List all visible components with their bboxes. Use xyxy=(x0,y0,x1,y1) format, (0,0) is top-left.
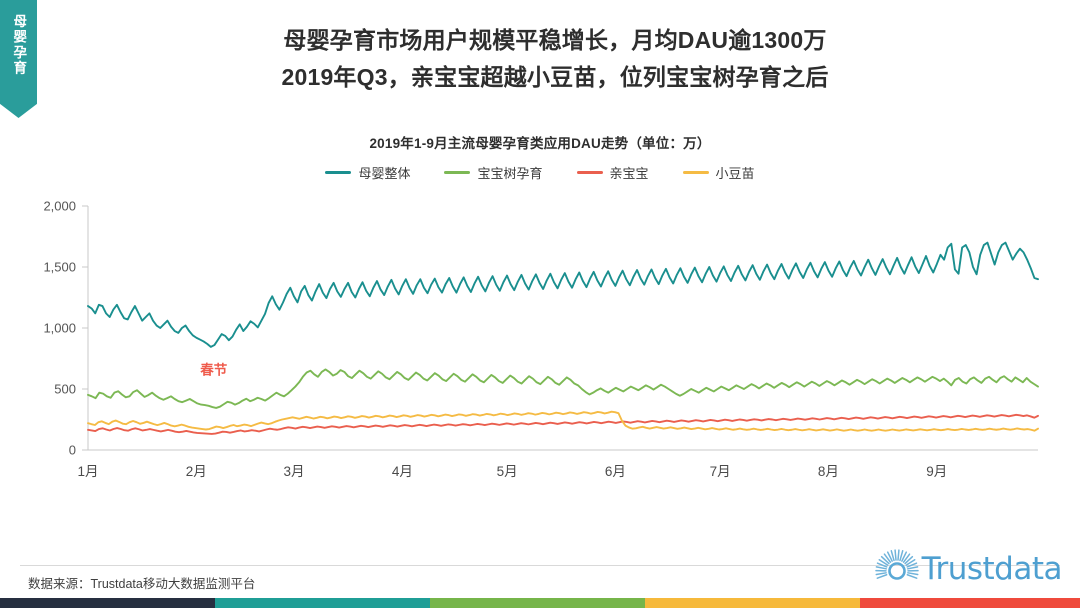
y-tick-label: 1,000 xyxy=(43,321,76,336)
sunburst-ray xyxy=(902,553,910,563)
series-line-3 xyxy=(87,410,1039,432)
series-line-1 xyxy=(87,368,1039,409)
series-line-0 xyxy=(87,241,1039,348)
sunburst-ray xyxy=(900,551,907,562)
sunburst-ray xyxy=(890,550,895,562)
sunburst-ray xyxy=(898,550,904,562)
legend-item-0[interactable]: 母婴整体 xyxy=(325,163,410,182)
legend-swatch-1 xyxy=(444,171,471,174)
sunburst-ray xyxy=(903,555,913,565)
x-tick-label: 6月 xyxy=(605,464,626,479)
sunburst-ray xyxy=(906,574,918,579)
sunburst-ray xyxy=(886,551,893,562)
chart-annotation-0: 春节 xyxy=(199,361,227,377)
segment-green xyxy=(430,598,645,608)
legend-label-2: 亲宝宝 xyxy=(609,166,649,181)
segment-amber xyxy=(645,598,860,608)
x-tick-label: 2月 xyxy=(186,464,207,479)
sunburst-ray xyxy=(876,574,888,579)
y-tick-label: 2,000 xyxy=(43,199,76,214)
chart-annotations: 春节 xyxy=(199,361,227,377)
sunburst-ray xyxy=(880,555,890,565)
segment-navy xyxy=(0,598,215,608)
sunburst-ray xyxy=(906,572,919,576)
section-tab: 母婴孕育 xyxy=(0,0,37,118)
x-tick-label: 4月 xyxy=(392,464,413,479)
chart-legend: 母婴整体 宝宝树孕育 亲宝宝 小豆苗 xyxy=(20,163,1060,182)
headline-line-2: 2019年Q3，亲宝宝超越小豆苗，位列宝宝树孕育之后 xyxy=(281,64,829,91)
footer-divider xyxy=(20,565,1060,566)
sunburst-ray xyxy=(906,566,918,570)
sunburst-ray xyxy=(905,559,916,566)
legend-label-0: 母婴整体 xyxy=(358,166,411,181)
legend-item-2[interactable]: 亲宝宝 xyxy=(576,163,649,182)
chart-series-group xyxy=(87,241,1039,435)
x-tick-label: 1月 xyxy=(77,464,98,479)
sunburst-icon xyxy=(874,549,919,580)
y-tick-label: 500 xyxy=(54,382,76,397)
trustdata-logo: Trustdata xyxy=(874,546,1063,592)
legend-swatch-3 xyxy=(682,171,709,174)
source-note: 数据来源：Trustdata移动大数据监测平台 xyxy=(28,577,256,591)
x-axis-labels: 1月 2月 3月 4月 5月 6月 7月 8月 9月 xyxy=(77,464,947,479)
y-axis-labels: 0 500 1,000 1,500 2,000 xyxy=(43,199,76,458)
legend-item-1[interactable]: 宝宝树孕育 xyxy=(444,163,543,182)
page-title: 母婴孕育市场用户规模平稳增长，月均DAU逾1300万 2019年Q3，亲宝宝超越… xyxy=(140,22,970,97)
segment-red xyxy=(860,598,1080,608)
legend-label-3: 小豆苗 xyxy=(715,166,755,181)
y-axis-ticks xyxy=(82,205,88,451)
sunburst-ray xyxy=(878,559,889,566)
chart-title: 2019年1-9月主流母婴孕育类应用DAU走势（单位：万） xyxy=(369,136,711,151)
x-tick-label: 9月 xyxy=(926,464,947,479)
legend-swatch-0 xyxy=(325,171,352,174)
sunburst-ray xyxy=(876,562,888,568)
sunburst-ray xyxy=(906,562,917,568)
line-chart-svg: 0 500 1,000 1,500 2,000 1月 2月 3月 4月 5月 6月 7月 8月 9月 春… xyxy=(43,199,1039,479)
sunburst-ray xyxy=(875,572,887,576)
bottom-color-bar xyxy=(0,598,1080,608)
series-line-2 xyxy=(87,413,1039,435)
segment-teal xyxy=(215,598,430,608)
chart-container: 2019年1-9月主流母婴孕育类应用DAU走势（单位：万） 母婴整体 宝宝树孕育… xyxy=(20,132,1060,502)
sunburst-ray xyxy=(883,553,891,563)
y-tick-label: 0 xyxy=(69,443,76,458)
x-tick-label: 8月 xyxy=(818,464,839,479)
brand-name: Trustdata xyxy=(921,551,1063,587)
headline-line-1: 母婴孕育市场用户规模平稳增长，月均DAU逾1300万 xyxy=(283,27,827,53)
sunburst-ray xyxy=(896,549,900,561)
legend-swatch-2 xyxy=(576,171,603,174)
x-tick-label: 3月 xyxy=(284,464,305,479)
sunburst-ray xyxy=(875,566,887,570)
y-tick-label: 1,500 xyxy=(43,260,76,275)
section-tab-label: 母婴孕育 xyxy=(11,14,27,76)
x-tick-label: 7月 xyxy=(710,464,731,479)
legend-label-1: 宝宝树孕育 xyxy=(477,166,543,181)
legend-item-3[interactable]: 小豆苗 xyxy=(682,163,755,182)
x-tick-label: 5月 xyxy=(497,464,518,479)
sunburst-ray xyxy=(893,549,897,561)
chart-plot-area: 0 500 1,000 1,500 2,000 1月 2月 3月 4月 5月 6月 7月 8月 9月 春… xyxy=(20,192,1060,492)
